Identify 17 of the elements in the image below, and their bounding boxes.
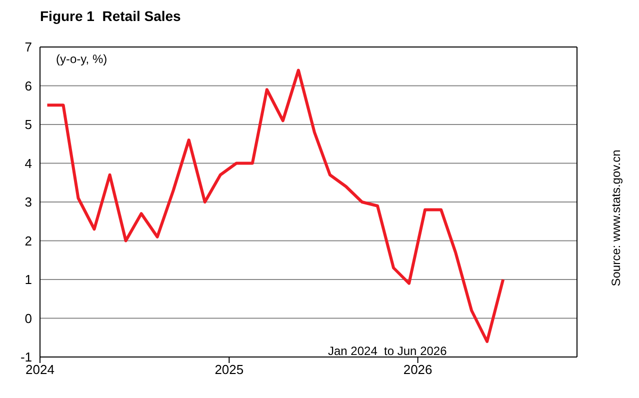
line-series <box>46 68 505 343</box>
y-tick-label: 1 <box>24 272 32 288</box>
y-tick-label: 3 <box>24 194 32 210</box>
y-tick-label: -1 <box>20 350 32 365</box>
y-tick-label: 5 <box>24 117 32 132</box>
annotation: Jan 2024 to Jun 2026 <box>328 344 447 358</box>
x-tick-label: 2024 <box>26 362 54 378</box>
y-tick-label: 0 <box>24 310 32 326</box>
y-tick-label: 4 <box>24 156 32 171</box>
x-tick-label: 2026 <box>403 362 432 378</box>
x-tick-label: 2025 <box>214 362 244 378</box>
y-tick-label: 2 <box>24 233 32 248</box>
chart-title: Figure 1 Retail Sales <box>40 8 181 24</box>
y-tick-label: 7 <box>24 40 32 55</box>
annotation: (y-o-y, %) <box>56 52 108 66</box>
source-note: Source: www.stats.gov.cn <box>609 150 623 286</box>
y-tick-label: 6 <box>24 78 32 94</box>
